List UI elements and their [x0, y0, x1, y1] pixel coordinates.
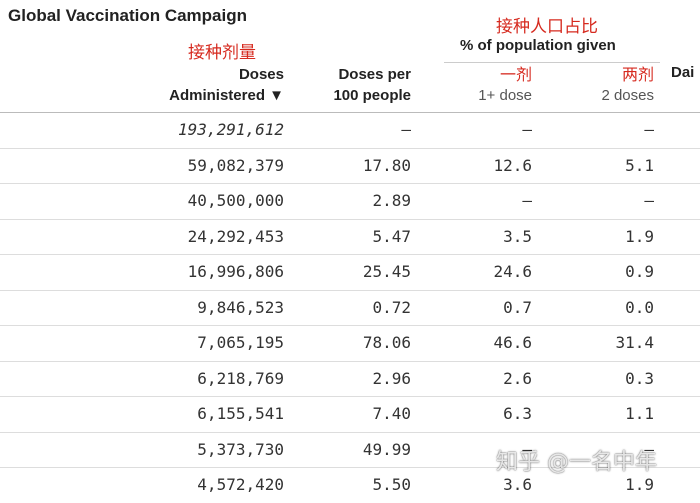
- doses-per-100-cell: 5.47: [372, 226, 411, 246]
- table-row[interactable]: 40,500,000 2.89 – –: [0, 184, 700, 220]
- doses-per-100-cell: 49.99: [362, 439, 411, 459]
- two-doses-pct-cell: –: [644, 439, 654, 459]
- doses-cell: 59,082,379: [187, 155, 284, 175]
- one-dose-pct-cell: 12.6: [493, 155, 532, 175]
- doses-per-100-cell: 7.40: [372, 404, 411, 423]
- table-row[interactable]: 6,218,769 2.96 2.6 0.3: [0, 362, 700, 397]
- two-doses-pct-cell: –: [644, 120, 654, 139]
- two-doses-pct-cell: 1.9: [625, 226, 654, 246]
- doses-per-100-cell: 2.96: [372, 368, 411, 388]
- two-doses-pct-cell: –: [644, 191, 654, 210]
- vaccination-table-body: 193,291,612 – – – 59,082,379 17.80 12.6 5.1 40,5…: [0, 113, 700, 503]
- one-dose-cn-annotation: 一剂: [499, 65, 532, 84]
- doses-cell: 5,373,730: [197, 439, 284, 459]
- one-dose-pct-cell: –: [522, 191, 532, 210]
- two-doses-pct-cell: 1.1: [625, 404, 654, 423]
- doses-cell: 9,846,523: [197, 297, 284, 317]
- one-dose-label: 1+ dose: [478, 87, 532, 104]
- one-dose-pct-cell: 6.3: [503, 404, 532, 423]
- one-dose-pct-cell: –: [522, 439, 532, 459]
- header-divider: [0, 112, 700, 113]
- two-doses-pct-cell: 1.9: [625, 475, 654, 494]
- per100-header-line1: Doses per: [338, 66, 411, 83]
- two-doses-label: 2 doses: [601, 87, 654, 104]
- page-title: Global Vaccination Campaign: [8, 6, 247, 25]
- doses-per-100-cell: 5.50: [372, 475, 411, 494]
- doses-per-100-cell: 17.80: [362, 155, 411, 175]
- doses-per-100-cell: 25.45: [362, 262, 411, 281]
- table-row[interactable]: 7,065,195 78.06 46.6 31.4: [0, 326, 700, 362]
- table-row[interactable]: 6,155,541 7.40 6.3 1.1: [0, 397, 700, 433]
- two-doses-header[interactable]: 两剂 2 doses: [601, 64, 654, 106]
- per100-header-line2: 100 people: [333, 87, 411, 104]
- table-row[interactable]: 59,082,379 17.80 12.6 5.1: [0, 149, 700, 184]
- doses-annotation: 接种剂量: [188, 43, 256, 63]
- doses-per-100-cell: 2.89: [372, 191, 411, 210]
- two-doses-cn-annotation: 两剂: [621, 65, 654, 84]
- one-dose-pct-cell: 3.6: [503, 475, 532, 494]
- one-dose-pct-cell: 0.7: [503, 297, 532, 317]
- one-dose-pct-cell: –: [522, 120, 532, 139]
- doses-cell: 7,065,195: [197, 333, 284, 352]
- one-dose-pct-cell: 2.6: [503, 368, 532, 388]
- two-doses-pct-cell: 0.0: [625, 297, 654, 317]
- doses-cell: 193,291,612: [178, 120, 284, 139]
- doses-cell: 24,292,453: [187, 226, 284, 246]
- pct-group-header: % of population given: [460, 37, 616, 54]
- doses-per-100-cell: 78.06: [362, 333, 411, 352]
- doses-per-100-cell: 0.72: [372, 297, 411, 317]
- doses-header-line2-sort: Administered ▼: [169, 87, 284, 104]
- table-row[interactable]: 4,572,420 5.50 3.6 1.9: [0, 468, 700, 503]
- two-doses-pct-cell: 0.9: [625, 262, 654, 281]
- watermark: 知乎 @一名中年: [496, 450, 657, 475]
- doses-per-100-header[interactable]: Doses per 100 people: [333, 64, 411, 106]
- table-row[interactable]: 24,292,453 5.47 3.5 1.9: [0, 220, 700, 255]
- one-dose-pct-cell: 46.6: [493, 333, 532, 352]
- one-dose-header[interactable]: 一剂 1+ dose: [478, 64, 532, 106]
- doses-cell: 4,572,420: [197, 475, 284, 494]
- pct-group-rule: [444, 62, 660, 63]
- population-pct-annotation: 接种人口占比: [496, 17, 598, 37]
- doses-cell: 40,500,000: [187, 191, 284, 210]
- table-row[interactable]: 9,846,523 0.72 0.7 0.0: [0, 291, 700, 326]
- doses-cell: 6,155,541: [197, 404, 284, 423]
- one-dose-pct-cell: 3.5: [503, 226, 532, 246]
- one-dose-pct-cell: 24.6: [493, 262, 532, 281]
- doses-header-line1: Doses: [238, 66, 284, 83]
- two-doses-pct-cell: 0.3: [625, 368, 654, 388]
- table-row[interactable]: 5,373,730 49.99 – –: [0, 433, 700, 468]
- doses-administered-header[interactable]: Doses Administered ▼: [169, 64, 284, 106]
- table-row[interactable]: 193,291,612 – – –: [0, 113, 700, 149]
- doses-cell: 16,996,806: [187, 262, 284, 281]
- doses-per-100-cell: –: [401, 120, 411, 139]
- doses-cell: 6,218,769: [197, 368, 284, 388]
- two-doses-pct-cell: 31.4: [615, 333, 654, 352]
- daily-header-truncated[interactable]: Dai: [671, 64, 695, 81]
- two-doses-pct-cell: 5.1: [625, 155, 654, 175]
- table-row[interactable]: 16,996,806 25.45 24.6 0.9: [0, 255, 700, 291]
